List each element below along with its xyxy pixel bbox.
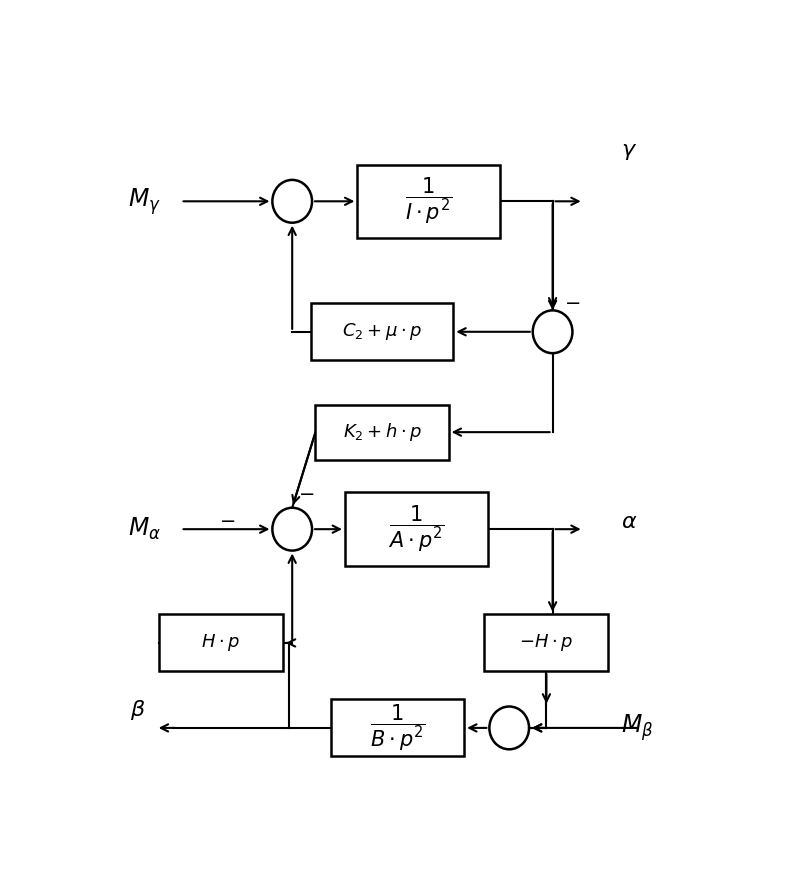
Text: $-$: $-$ [564, 293, 580, 311]
Text: $\beta$: $\beta$ [130, 698, 146, 722]
Bar [358, 164, 500, 238]
Text: $H \cdot p$: $H \cdot p$ [202, 633, 240, 653]
Bar [485, 614, 608, 672]
Text: $K_2 + h \cdot p$: $K_2 + h \cdot p$ [342, 421, 422, 443]
Text: $\alpha$: $\alpha$ [621, 512, 637, 534]
Text: $\dfrac{1}{A \cdot p^2}$: $\dfrac{1}{A \cdot p^2}$ [388, 504, 444, 554]
Text: $\dfrac{1}{B \cdot p^2}$: $\dfrac{1}{B \cdot p^2}$ [370, 703, 426, 753]
Bar [315, 405, 449, 460]
Text: $M_{\beta}$: $M_{\beta}$ [621, 713, 654, 743]
Text: $-H \cdot p$: $-H \cdot p$ [519, 633, 574, 653]
Bar [310, 303, 454, 361]
Bar [345, 493, 487, 566]
Text: $C_2 + \mu \cdot p$: $C_2 + \mu \cdot p$ [342, 322, 422, 342]
Bar [159, 614, 283, 672]
Text: $M_{\gamma}$: $M_{\gamma}$ [128, 186, 161, 216]
Text: $\dfrac{1}{I \cdot p^2}$: $\dfrac{1}{I \cdot p^2}$ [405, 176, 452, 226]
Bar [331, 700, 464, 756]
Text: $\gamma$: $\gamma$ [621, 140, 637, 163]
Text: $-$: $-$ [219, 512, 235, 529]
Text: $M_{\alpha}$: $M_{\alpha}$ [128, 516, 161, 542]
Text: $-$: $-$ [298, 484, 314, 502]
